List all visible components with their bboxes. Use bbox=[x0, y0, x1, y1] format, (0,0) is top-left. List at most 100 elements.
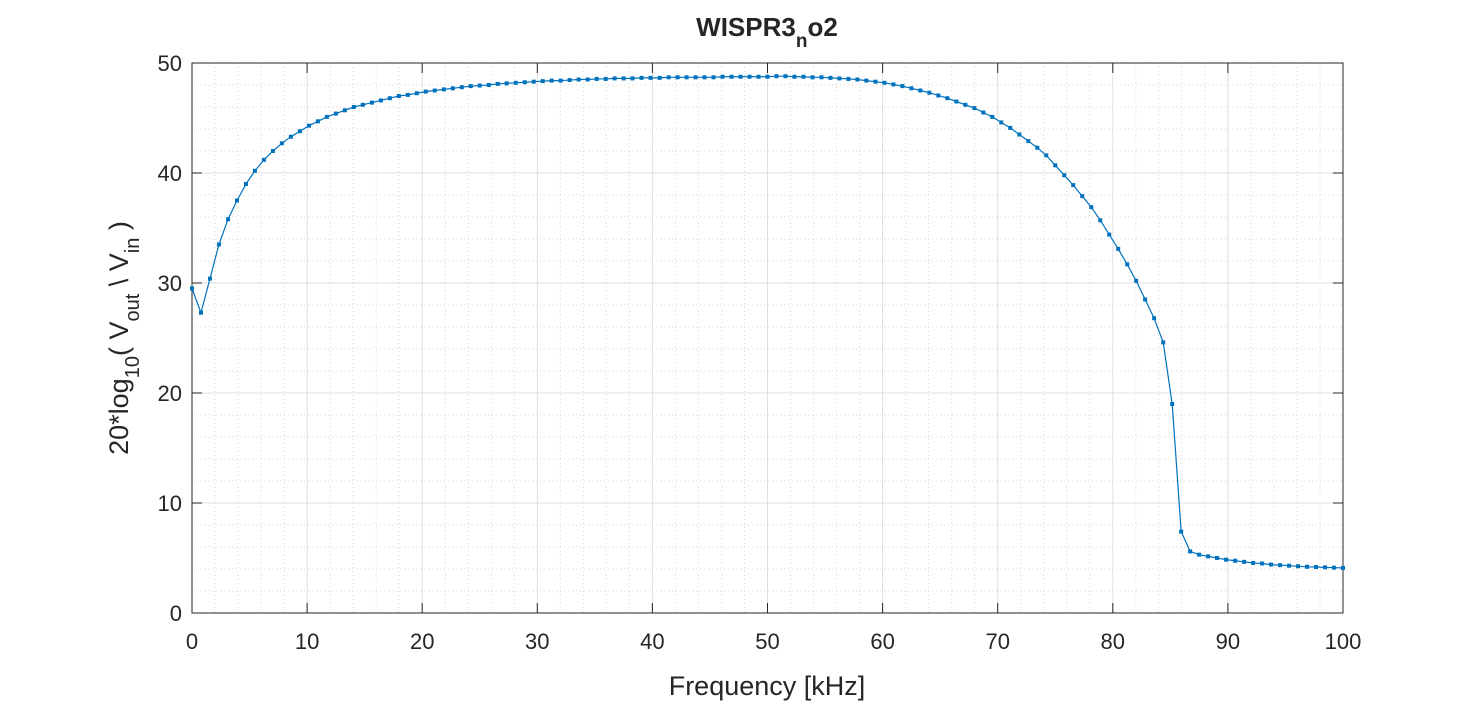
data-marker bbox=[846, 76, 851, 81]
data-marker bbox=[1278, 563, 1283, 568]
data-marker bbox=[1224, 557, 1229, 562]
data-marker bbox=[226, 217, 231, 222]
y-label-subscript: out bbox=[122, 293, 144, 321]
data-marker bbox=[441, 87, 446, 92]
x-tick-label: 90 bbox=[1216, 629, 1240, 654]
data-marker bbox=[675, 75, 680, 80]
data-marker bbox=[828, 75, 833, 80]
x-axis-label: Frequency [kHz] bbox=[669, 671, 866, 701]
data-marker bbox=[405, 92, 410, 97]
data-marker bbox=[738, 74, 743, 79]
data-marker bbox=[648, 75, 653, 80]
data-marker bbox=[945, 96, 950, 101]
data-marker bbox=[1233, 558, 1238, 563]
data-marker bbox=[288, 134, 293, 139]
data-marker bbox=[1260, 561, 1265, 566]
x-tick-label: 100 bbox=[1325, 629, 1362, 654]
data-marker bbox=[432, 88, 437, 93]
data-marker bbox=[315, 119, 320, 124]
data-marker bbox=[486, 83, 491, 87]
data-marker bbox=[513, 80, 518, 85]
x-tick-label: 10 bbox=[295, 629, 319, 654]
data-marker bbox=[720, 74, 725, 79]
data-marker bbox=[711, 75, 716, 80]
chart-title: WISPR3no2 bbox=[696, 12, 838, 52]
data-marker bbox=[1242, 559, 1247, 564]
data-marker bbox=[522, 80, 527, 85]
data-marker bbox=[774, 74, 779, 79]
data-marker bbox=[612, 76, 617, 81]
y-label-subscript: 10 bbox=[122, 356, 144, 378]
data-marker bbox=[414, 91, 419, 96]
data-marker bbox=[972, 106, 977, 111]
data-marker bbox=[1125, 262, 1130, 267]
data-marker bbox=[387, 96, 392, 101]
data-marker bbox=[360, 102, 365, 107]
data-marker bbox=[1152, 316, 1157, 321]
data-marker bbox=[540, 79, 545, 84]
x-tick-label: 70 bbox=[985, 629, 1009, 654]
data-marker bbox=[1251, 560, 1256, 565]
data-marker bbox=[207, 276, 212, 281]
y-tick-label: 10 bbox=[158, 491, 182, 516]
data-marker bbox=[1314, 565, 1319, 570]
data-marker bbox=[1206, 554, 1211, 559]
data-marker bbox=[306, 123, 311, 128]
data-marker bbox=[190, 286, 194, 291]
data-marker bbox=[1035, 145, 1040, 150]
data-marker bbox=[243, 182, 248, 186]
data-marker bbox=[1332, 565, 1337, 570]
data-marker bbox=[603, 76, 608, 81]
data-marker bbox=[747, 74, 752, 79]
data-marker bbox=[1143, 297, 1148, 302]
data-marker bbox=[1062, 173, 1067, 178]
data-marker bbox=[882, 80, 887, 85]
data-marker bbox=[1134, 278, 1139, 283]
data-marker bbox=[1080, 194, 1085, 199]
data-marker bbox=[702, 75, 707, 80]
data-marker bbox=[531, 79, 536, 84]
data-marker bbox=[1161, 340, 1166, 345]
title-part: WISPR3 bbox=[696, 12, 796, 42]
data-marker bbox=[477, 83, 482, 88]
data-marker bbox=[1341, 565, 1345, 570]
data-marker bbox=[549, 78, 554, 83]
data-marker bbox=[1116, 246, 1121, 251]
data-marker bbox=[369, 100, 374, 105]
data-marker bbox=[855, 77, 860, 82]
data-marker bbox=[837, 76, 842, 81]
data-marker bbox=[630, 76, 635, 81]
data-marker bbox=[459, 85, 464, 90]
data-marker bbox=[279, 141, 284, 146]
data-marker bbox=[351, 105, 356, 109]
data-marker bbox=[576, 77, 581, 82]
data-marker bbox=[918, 88, 923, 93]
y-tick-label: 0 bbox=[170, 601, 182, 626]
title-part: o2 bbox=[807, 12, 837, 42]
data-marker bbox=[990, 114, 995, 119]
data-marker bbox=[342, 108, 347, 113]
data-marker bbox=[1197, 552, 1202, 557]
data-marker bbox=[693, 75, 698, 80]
data-marker bbox=[1170, 402, 1175, 406]
y-label-subscript: in bbox=[122, 238, 144, 254]
x-tick-label: 60 bbox=[870, 629, 894, 654]
data-marker bbox=[810, 75, 815, 80]
x-tick-label: 40 bbox=[640, 629, 664, 654]
x-tick-label: 0 bbox=[186, 629, 198, 654]
data-marker bbox=[252, 168, 257, 173]
data-marker bbox=[216, 242, 221, 247]
data-marker bbox=[927, 90, 932, 95]
data-marker bbox=[495, 81, 500, 86]
data-marker bbox=[1295, 564, 1300, 569]
data-marker bbox=[963, 102, 968, 107]
data-marker bbox=[423, 89, 428, 94]
y-tick-label: 40 bbox=[158, 161, 182, 186]
data-marker bbox=[1071, 183, 1076, 188]
data-marker bbox=[1017, 132, 1022, 137]
data-marker bbox=[765, 74, 770, 79]
title-subscript: n bbox=[796, 31, 808, 52]
data-marker bbox=[981, 110, 986, 115]
